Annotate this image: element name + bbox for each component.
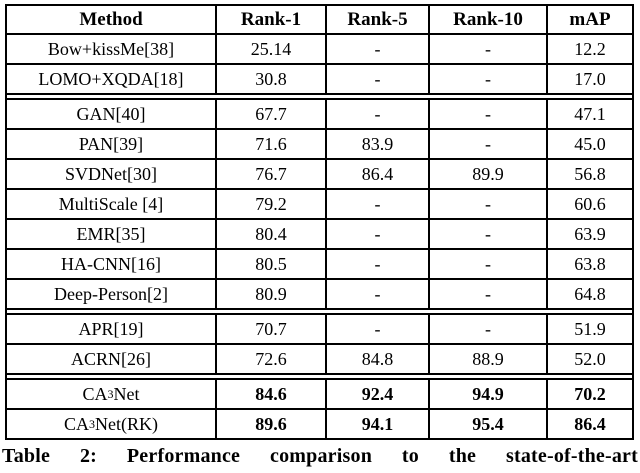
rank10-cell: 89.9 — [430, 160, 548, 188]
column-header-method: Method — [7, 6, 217, 33]
rank10-cell: - — [430, 315, 548, 343]
rank1-cell: 67.7 — [217, 100, 327, 128]
rank5-cell: 86.4 — [327, 160, 430, 188]
rank10-cell: - — [430, 130, 548, 158]
table-row: HA-CNN[16] 80.5 - - 63.8 — [7, 250, 632, 280]
rank5-cell: 94.1 — [327, 410, 430, 438]
map-cell: 17.0 — [574, 68, 606, 89]
rank5-cell: 83.9 — [327, 130, 430, 158]
rank10-cell: - — [430, 190, 548, 218]
rank1-cell: 30.8 — [217, 65, 327, 93]
rank10-cell: - — [430, 250, 548, 278]
map-cell: 47.1 — [574, 103, 606, 124]
map-cell: 56.8 — [574, 163, 606, 184]
map-cell: 70.2 — [574, 383, 606, 404]
table-row: PAN[39] 71.6 83.9 - 45.0 — [7, 130, 632, 160]
performance-table: Method Rank-1 Rank-5 Rank-10 mAP Bow+kis… — [5, 4, 634, 440]
method-name: CA — [82, 383, 108, 404]
method-cell: GAN[40] — [7, 100, 217, 128]
table-row: Deep-Person[2] 80.9 - - 64.8 — [7, 280, 632, 308]
rank10-cell: 88.9 — [430, 345, 548, 373]
rank5-cell: - — [327, 190, 430, 218]
method-cell: APR[19] — [7, 315, 217, 343]
table-row: LOMO+XQDA[18] 30.8 - - 17.0 — [7, 65, 632, 93]
method-cell: EMR[35] — [7, 220, 217, 248]
map-cell: 12.2 — [574, 38, 606, 59]
table-header-row: Method Rank-1 Rank-5 Rank-10 mAP — [7, 6, 632, 35]
table-row: Bow+kissMe[38] 25.14 - - 12.2 — [7, 35, 632, 65]
rank5-cell: - — [327, 65, 430, 93]
map-cell: 60.6 — [574, 193, 606, 214]
table-row: GAN[40] 67.7 - - 47.1 — [7, 100, 632, 130]
rank10-cell: 95.4 — [430, 410, 548, 438]
map-cell: 52.0 — [574, 348, 606, 369]
table-row: APR[19] 70.7 - - 51.9 — [7, 315, 632, 345]
table-caption: Table 2: Performance comparison to the s… — [2, 445, 638, 467]
method-name-suffix: Net — [113, 383, 140, 404]
column-header-map: mAP — [569, 8, 611, 30]
table-row: EMR[35] 80.4 - - 63.9 — [7, 220, 632, 250]
rank1-cell: 79.2 — [217, 190, 327, 218]
column-header-rank5: Rank-5 — [327, 6, 430, 33]
table-row: ACRN[26] 72.6 84.8 88.9 52.0 — [7, 345, 632, 373]
rank1-cell: 25.14 — [217, 35, 327, 63]
rank1-cell: 76.7 — [217, 160, 327, 188]
rank1-cell: 70.7 — [217, 315, 327, 343]
rank5-cell: - — [327, 315, 430, 343]
rank5-cell: - — [327, 220, 430, 248]
map-cell: 63.9 — [574, 223, 606, 244]
group-separator — [7, 308, 632, 315]
rank1-cell: 72.6 — [217, 345, 327, 373]
table-row: MultiScale [4] 79.2 - - 60.6 — [7, 190, 632, 220]
rank5-cell: - — [327, 280, 430, 308]
method-cell: SVDNet[30] — [7, 160, 217, 188]
rank1-cell: 84.6 — [217, 380, 327, 408]
method-cell: Deep-Person[2] — [7, 280, 217, 308]
method-cell: ACRN[26] — [7, 345, 217, 373]
method-name-suffix: Net(RK) — [95, 413, 158, 434]
rank5-cell: - — [327, 100, 430, 128]
column-header-rank10: Rank-10 — [430, 6, 548, 33]
rank5-cell: 92.4 — [327, 380, 430, 408]
map-cell: 45.0 — [574, 133, 606, 154]
map-cell: 64.8 — [574, 283, 606, 304]
rank1-cell: 80.4 — [217, 220, 327, 248]
group-separator — [7, 373, 632, 380]
column-header-rank1: Rank-1 — [217, 6, 327, 33]
method-cell: CA 3 Net(RK) — [7, 410, 217, 438]
group-separator — [7, 93, 632, 100]
map-cell: 51.9 — [574, 318, 606, 339]
rank10-cell: 94.9 — [430, 380, 548, 408]
rank1-cell: 80.9 — [217, 280, 327, 308]
table-row: CA 3 Net(RK) 89.6 94.1 95.4 86.4 — [7, 410, 632, 438]
method-cell: HA-CNN[16] — [7, 250, 217, 278]
rank1-cell: 71.6 — [217, 130, 327, 158]
rank5-cell: - — [327, 35, 430, 63]
method-cell: MultiScale [4] — [7, 190, 217, 218]
rank1-cell: 80.5 — [217, 250, 327, 278]
method-cell: CA 3 Net — [7, 380, 217, 408]
rank1-cell: 89.6 — [217, 410, 327, 438]
map-cell: 86.4 — [574, 413, 606, 434]
rank10-cell: - — [430, 280, 548, 308]
method-cell: PAN[39] — [7, 130, 217, 158]
table-row: CA 3 Net 84.6 92.4 94.9 70.2 — [7, 380, 632, 410]
rank5-cell: - — [327, 250, 430, 278]
rank10-cell: - — [430, 35, 548, 63]
map-cell: 63.8 — [574, 253, 606, 274]
method-name: CA — [64, 413, 90, 434]
rank5-cell: 84.8 — [327, 345, 430, 373]
method-cell: Bow+kissMe[38] — [7, 35, 217, 63]
rank10-cell: - — [430, 65, 548, 93]
method-cell: LOMO+XQDA[18] — [7, 65, 217, 93]
table-row: SVDNet[30] 76.7 86.4 89.9 56.8 — [7, 160, 632, 190]
rank10-cell: - — [430, 100, 548, 128]
rank10-cell: - — [430, 220, 548, 248]
